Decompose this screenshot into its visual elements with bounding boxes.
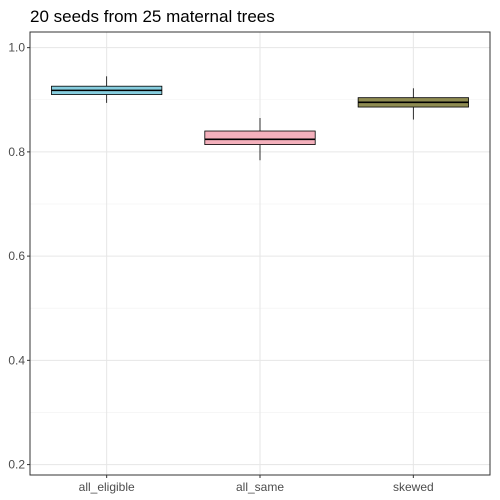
x-tick-label: all_same — [236, 480, 284, 494]
y-tick-label: 1.0 — [8, 41, 25, 55]
y-tick-label: 0.4 — [8, 353, 25, 367]
box-layer — [51, 76, 469, 161]
y-tick-label: 0.8 — [8, 145, 25, 159]
y-tick-label: 0.2 — [8, 458, 25, 472]
x-tick-label: skewed — [393, 480, 434, 494]
x-tick-label: all_eligible — [79, 480, 135, 494]
axis-layer: 0.2 0.4 0.6 0.8 1.0 all_eligible all_same skewe… — [8, 41, 433, 494]
box-all_same — [204, 130, 316, 145]
chart-title: 20 seeds from 25 maternal trees — [30, 7, 275, 26]
y-tick-label: 0.6 — [8, 249, 25, 263]
